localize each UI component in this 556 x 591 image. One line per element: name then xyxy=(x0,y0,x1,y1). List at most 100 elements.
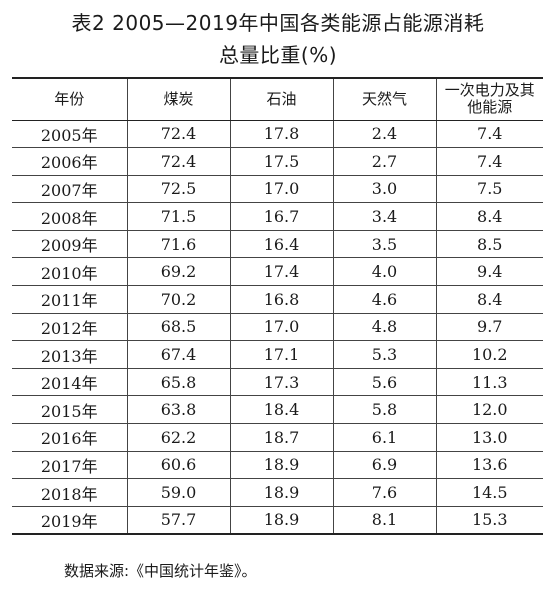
cell-oil: 17.1 xyxy=(229,340,333,369)
cell-gas: 2.4 xyxy=(332,119,436,148)
cell-oil: 17.0 xyxy=(229,312,333,341)
header-coal: 煤炭 xyxy=(126,77,230,121)
cell-oil: 18.9 xyxy=(229,478,333,507)
cell-coal: 57.7 xyxy=(126,505,230,535)
table-row: 2012年 68.5 17.0 4.8 9.7 xyxy=(12,312,543,341)
cell-year: 2009年 xyxy=(12,229,127,258)
cell-year: 2010年 xyxy=(12,257,127,286)
data-source-note: 数据来源:《中国统计年鉴》。 xyxy=(64,562,257,580)
cell-other: 13.6 xyxy=(435,450,543,479)
cell-oil: 17.0 xyxy=(229,174,333,203)
cell-other: 7.4 xyxy=(435,147,543,176)
cell-coal: 72.4 xyxy=(126,119,230,148)
cell-year: 2007年 xyxy=(12,174,127,203)
cell-coal: 63.8 xyxy=(126,395,230,424)
cell-other: 9.4 xyxy=(435,257,543,286)
header-oil: 石油 xyxy=(229,77,333,121)
cell-other: 8.5 xyxy=(435,229,543,258)
cell-gas: 6.1 xyxy=(332,423,436,452)
cell-oil: 16.8 xyxy=(229,285,333,314)
cell-year: 2019年 xyxy=(12,505,127,535)
cell-other: 7.5 xyxy=(435,174,543,203)
cell-coal: 59.0 xyxy=(126,478,230,507)
cell-oil: 17.3 xyxy=(229,367,333,396)
cell-oil: 18.7 xyxy=(229,423,333,452)
cell-coal: 60.6 xyxy=(126,450,230,479)
cell-other: 8.4 xyxy=(435,285,543,314)
table-row: 2019年 57.7 18.9 8.1 15.3 xyxy=(12,505,543,535)
table-row: 2017年 60.6 18.9 6.9 13.6 xyxy=(12,450,543,479)
cell-other: 11.3 xyxy=(435,367,543,396)
cell-year: 2015年 xyxy=(12,395,127,424)
table-row: 2016年 62.2 18.7 6.1 13.0 xyxy=(12,423,543,452)
table-row: 2015年 63.8 18.4 5.8 12.0 xyxy=(12,395,543,424)
cell-coal: 70.2 xyxy=(126,285,230,314)
cell-year: 2013年 xyxy=(12,340,127,369)
cell-oil: 18.4 xyxy=(229,395,333,424)
cell-other: 9.7 xyxy=(435,312,543,341)
cell-oil: 17.8 xyxy=(229,119,333,148)
cell-gas: 6.9 xyxy=(332,450,436,479)
table-row: 2010年 69.2 17.4 4.0 9.4 xyxy=(12,257,543,286)
cell-coal: 72.4 xyxy=(126,147,230,176)
cell-year: 2014年 xyxy=(12,367,127,396)
cell-year: 2016年 xyxy=(12,423,127,452)
cell-gas: 5.6 xyxy=(332,367,436,396)
table-row: 2007年 72.5 17.0 3.0 7.5 xyxy=(12,174,543,203)
table-row: 2011年 70.2 16.8 4.6 8.4 xyxy=(12,285,543,314)
header-year: 年份 xyxy=(12,77,127,121)
cell-coal: 71.6 xyxy=(126,229,230,258)
cell-oil: 16.7 xyxy=(229,202,333,231)
cell-coal: 62.2 xyxy=(126,423,230,452)
cell-year: 2018年 xyxy=(12,478,127,507)
cell-gas: 3.0 xyxy=(332,174,436,203)
table-row: 2014年 65.8 17.3 5.6 11.3 xyxy=(12,367,543,396)
cell-year: 2012年 xyxy=(12,312,127,341)
table-row: 2018年 59.0 18.9 7.6 14.5 xyxy=(12,478,543,507)
header-gas: 天然气 xyxy=(332,77,436,121)
cell-other: 10.2 xyxy=(435,340,543,369)
cell-year: 2008年 xyxy=(12,202,127,231)
cell-gas: 4.0 xyxy=(332,257,436,286)
cell-oil: 18.9 xyxy=(229,450,333,479)
table-row: 2005年 72.4 17.8 2.4 7.4 xyxy=(12,119,543,148)
cell-gas: 5.8 xyxy=(332,395,436,424)
cell-other: 15.3 xyxy=(435,505,543,535)
cell-year: 2005年 xyxy=(12,119,127,148)
cell-gas: 2.7 xyxy=(332,147,436,176)
header-primary-electricity-other: 一次电力及其他能源 xyxy=(435,77,543,121)
cell-other: 14.5 xyxy=(435,478,543,507)
cell-oil: 16.4 xyxy=(229,229,333,258)
table-title-line2: 总量比重(%) xyxy=(218,43,338,67)
cell-oil: 17.5 xyxy=(229,147,333,176)
header-row: 年份 煤炭 石油 天然气 一次电力及其他能源 xyxy=(12,77,543,121)
cell-other: 8.4 xyxy=(435,202,543,231)
cell-coal: 68.5 xyxy=(126,312,230,341)
cell-oil: 17.4 xyxy=(229,257,333,286)
cell-coal: 71.5 xyxy=(126,202,230,231)
cell-other: 7.4 xyxy=(435,119,543,148)
cell-year: 2017年 xyxy=(12,450,127,479)
table-row: 2013年 67.4 17.1 5.3 10.2 xyxy=(12,340,543,369)
cell-other: 12.0 xyxy=(435,395,543,424)
cell-gas: 4.6 xyxy=(332,285,436,314)
table-row: 2009年 71.6 16.4 3.5 8.5 xyxy=(12,229,543,258)
table-row: 2006年 72.4 17.5 2.7 7.4 xyxy=(12,147,543,176)
cell-coal: 72.5 xyxy=(126,174,230,203)
cell-gas: 8.1 xyxy=(332,505,436,535)
cell-gas: 7.6 xyxy=(332,478,436,507)
cell-gas: 3.5 xyxy=(332,229,436,258)
table-title: 表2 2005—2019年中国各类能源占能源消耗 xyxy=(71,11,485,35)
cell-gas: 3.4 xyxy=(332,202,436,231)
cell-coal: 67.4 xyxy=(126,340,230,369)
cell-coal: 69.2 xyxy=(126,257,230,286)
cell-year: 2011年 xyxy=(12,285,127,314)
cell-year: 2006年 xyxy=(12,147,127,176)
cell-gas: 5.3 xyxy=(332,340,436,369)
energy-share-table: 年份 煤炭 石油 天然气 一次电力及其他能源 2005年 72.4 17.8 2.4 7… xyxy=(12,77,543,535)
cell-coal: 65.8 xyxy=(126,367,230,396)
cell-oil: 18.9 xyxy=(229,505,333,535)
table-row: 2008年 71.5 16.7 3.4 8.4 xyxy=(12,202,543,231)
cell-other: 13.0 xyxy=(435,423,543,452)
cell-gas: 4.8 xyxy=(332,312,436,341)
